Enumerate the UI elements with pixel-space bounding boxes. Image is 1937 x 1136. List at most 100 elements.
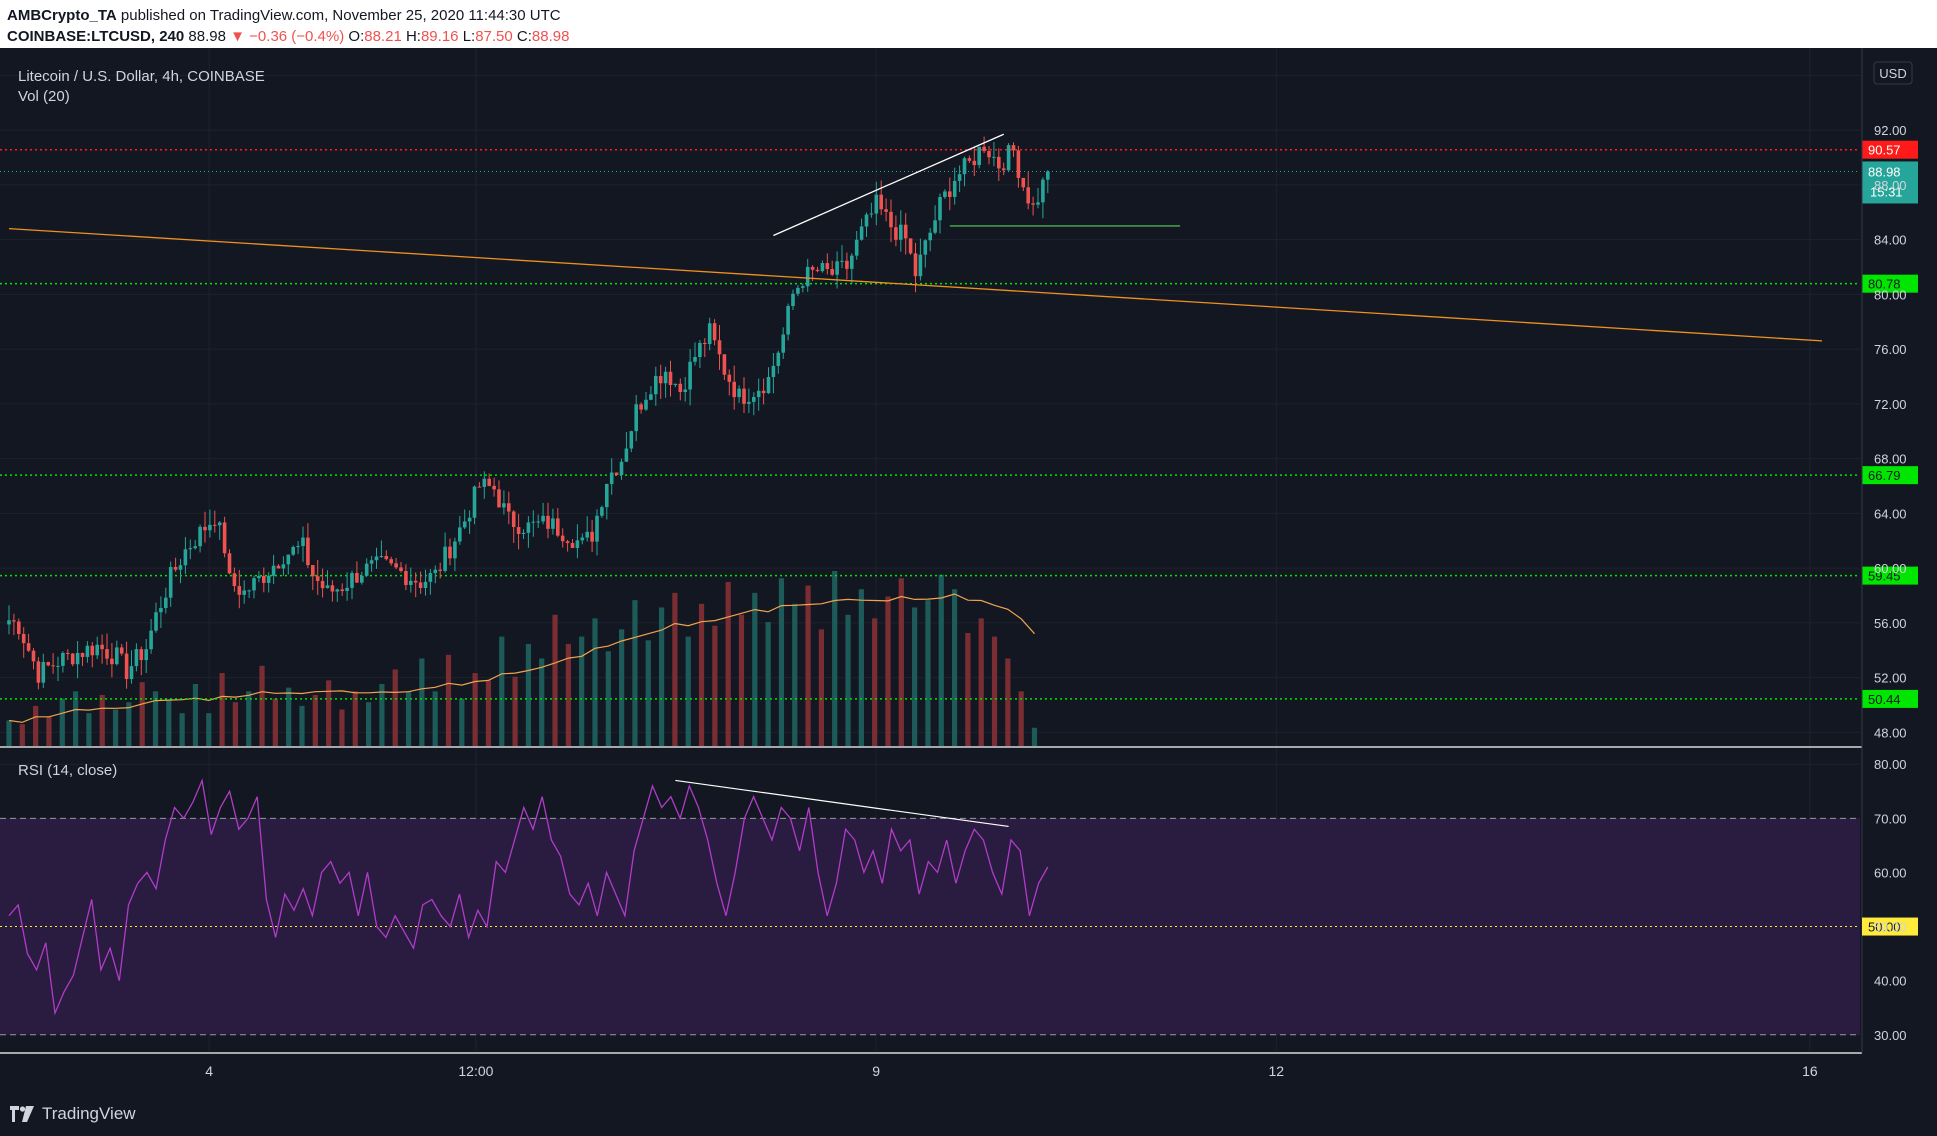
volume-bar xyxy=(445,654,452,746)
candle-body xyxy=(374,556,379,561)
chart-canvas[interactable]: 90.57 80.78 66.79 59.45 50.44 88.98 15:31 50.00… xyxy=(0,48,1937,1095)
volume-bar xyxy=(352,691,358,746)
volume-bar xyxy=(885,596,891,746)
close-value: 88.98 xyxy=(531,28,570,45)
candle-body xyxy=(1011,145,1016,151)
candle-body xyxy=(761,390,766,394)
candle-body xyxy=(683,389,687,393)
volume-bar xyxy=(246,691,252,746)
candle-body xyxy=(364,563,369,576)
candle-body xyxy=(51,665,55,667)
volume-bar xyxy=(152,691,159,746)
candle-body xyxy=(644,399,648,410)
close-label: C: xyxy=(516,28,532,45)
candle-body xyxy=(413,580,418,583)
candle-body xyxy=(717,340,722,355)
volume-bar xyxy=(832,571,838,746)
candle-body xyxy=(693,357,697,362)
candle-body xyxy=(119,647,124,654)
volume-bar xyxy=(472,673,478,746)
candle-body xyxy=(159,608,163,613)
time-tick-label: 9 xyxy=(872,1063,880,1079)
candle-body xyxy=(178,565,183,570)
candle-body xyxy=(458,527,462,542)
time-tick-label: 4 xyxy=(205,1063,213,1079)
candle-body xyxy=(565,541,570,544)
candle-body xyxy=(624,448,629,462)
candle-body xyxy=(933,220,937,233)
tradingview-brand[interactable]: TradingView xyxy=(42,1104,136,1123)
candle-body xyxy=(492,485,496,490)
candle-body xyxy=(1046,171,1050,180)
candle-body xyxy=(874,194,879,214)
price-level-tag xyxy=(1862,274,1918,293)
candle-body xyxy=(80,652,85,658)
candle-body xyxy=(614,472,619,475)
currency-badge[interactable] xyxy=(1873,61,1913,85)
candle-body xyxy=(899,224,903,240)
candle-body xyxy=(698,342,702,358)
candle-body xyxy=(423,581,428,589)
candle-body xyxy=(918,254,923,277)
volume-bar xyxy=(712,625,718,746)
volume-bar xyxy=(579,636,585,746)
price-level-label: 59.45 xyxy=(1868,569,1901,584)
candle-body xyxy=(237,586,242,595)
candle-body xyxy=(551,518,555,529)
candle-body xyxy=(585,531,589,538)
candle-body xyxy=(908,238,913,254)
candle-body xyxy=(605,483,609,508)
candle-body xyxy=(296,546,300,548)
candle-body xyxy=(462,521,467,528)
volume-bar xyxy=(912,607,918,746)
candle-body xyxy=(124,653,129,680)
tradingview-logo-icon[interactable] xyxy=(10,1106,34,1122)
volume-bar xyxy=(405,691,412,746)
candle-body xyxy=(801,286,805,288)
price-tick-label: 52.00 xyxy=(1874,671,1907,686)
publisher-name[interactable]: AMBCrypto_TA xyxy=(7,7,117,24)
price-tick-label: 92.00 xyxy=(1874,123,1907,138)
volume-bar xyxy=(139,682,145,746)
candle-body xyxy=(1016,150,1021,178)
volume-bar xyxy=(392,669,398,746)
price-tick-label: 60.00 xyxy=(1874,561,1907,576)
symbol-label[interactable]: COINBASE:LTCUSD, 240 xyxy=(7,28,185,45)
volume-bar xyxy=(192,684,199,746)
candle-body xyxy=(835,261,839,275)
chart-title: Litecoin / U.S. Dollar, 4h, COINBASE xyxy=(18,68,265,85)
volume-bar xyxy=(99,694,105,746)
candle-body xyxy=(399,567,403,571)
candle-body xyxy=(95,644,99,656)
candle-body xyxy=(840,260,844,262)
volume-bar xyxy=(259,665,265,746)
candle-body xyxy=(330,585,335,592)
time-tick-label: 12 xyxy=(1269,1063,1285,1079)
candle-body xyxy=(1031,203,1035,205)
volume-bar xyxy=(792,603,798,746)
volume-bar xyxy=(272,698,278,746)
candle-body xyxy=(864,214,869,227)
candle-body xyxy=(36,661,41,683)
candle-body xyxy=(766,377,771,394)
candle-body xyxy=(453,541,457,559)
low-value: 87.50 xyxy=(475,28,513,45)
candle-body xyxy=(350,573,354,588)
candle-body xyxy=(516,527,521,535)
candle-body xyxy=(600,507,604,516)
candle-body xyxy=(7,620,11,625)
volume-bar xyxy=(1005,658,1011,746)
candle-body xyxy=(100,644,104,650)
volume-bar xyxy=(33,705,39,746)
candle-body xyxy=(428,573,433,582)
last-price-text: 88.98 xyxy=(188,28,226,45)
candle-body xyxy=(110,658,114,665)
rsi-trend-line xyxy=(675,779,1009,828)
candle-body xyxy=(404,570,408,586)
candle-body xyxy=(144,649,148,661)
publish-line: AMBCrypto_TA published on TradingView.co… xyxy=(7,7,561,24)
volume-bar xyxy=(419,658,425,746)
candle-body xyxy=(115,647,119,665)
volume-bar xyxy=(512,676,518,746)
candle-body xyxy=(409,580,413,586)
